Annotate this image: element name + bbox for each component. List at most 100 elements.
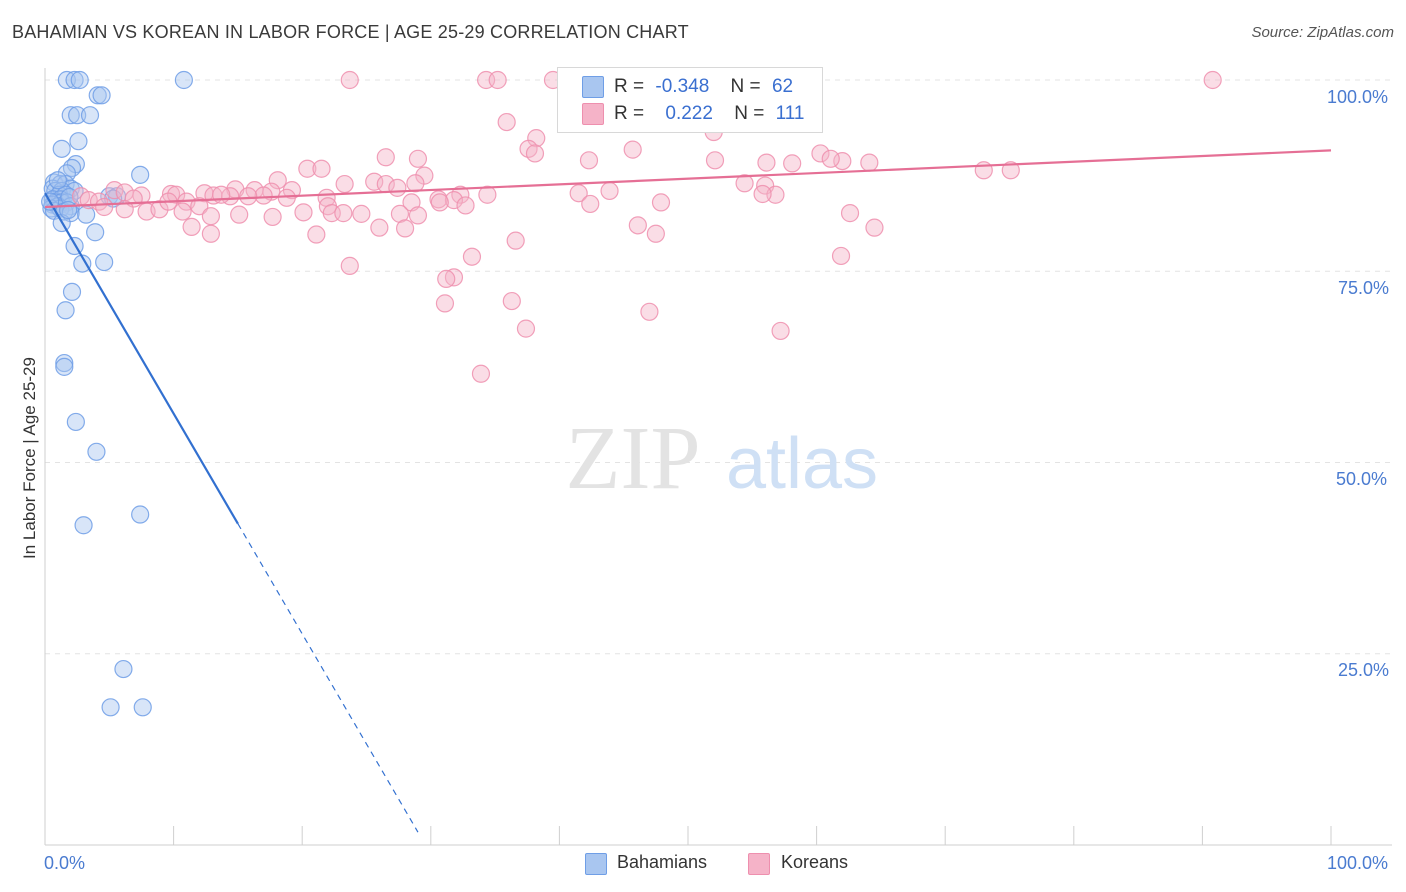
koreans-point bbox=[865, 218, 884, 237]
bahamians-point bbox=[92, 86, 111, 105]
koreans-point bbox=[182, 217, 201, 236]
n-label: N = bbox=[730, 76, 761, 97]
bahamians-point bbox=[61, 106, 80, 125]
legend-row-bahamians: R = -0.348 N = 62 bbox=[614, 76, 793, 98]
koreans-point bbox=[268, 171, 287, 190]
koreans-point bbox=[406, 174, 425, 193]
koreans-point bbox=[167, 185, 186, 204]
bahamians-point bbox=[56, 301, 75, 320]
bahamians-point bbox=[65, 70, 84, 90]
koreans-point bbox=[519, 139, 538, 158]
koreans-point bbox=[429, 190, 448, 209]
bahamians-trend-extension bbox=[237, 523, 419, 833]
koreans-trend-line bbox=[44, 149, 1332, 209]
bahamians-point bbox=[69, 132, 88, 151]
koreans-point bbox=[430, 193, 449, 212]
bahamians-point bbox=[52, 139, 71, 158]
koreans-point bbox=[444, 268, 464, 287]
x-tick-label: 0.0% bbox=[44, 853, 86, 873]
koreans-point bbox=[705, 151, 725, 170]
bahamians-point bbox=[55, 357, 74, 376]
koreans-point bbox=[173, 202, 192, 221]
x-tick-label: 100.0% bbox=[1327, 853, 1389, 873]
bahamians-point bbox=[133, 698, 152, 717]
koreans-point bbox=[239, 187, 258, 206]
koreans-point bbox=[263, 207, 282, 227]
bahamians-point bbox=[61, 204, 80, 223]
koreans-point bbox=[581, 194, 600, 214]
watermark-zip: ZIP bbox=[566, 409, 701, 508]
trend-lines bbox=[44, 149, 1332, 833]
koreans-point bbox=[735, 174, 754, 193]
koreans-point bbox=[230, 205, 249, 224]
koreans-point bbox=[860, 153, 879, 172]
koreans-point bbox=[569, 184, 588, 203]
bahamians-point bbox=[62, 282, 82, 302]
koreans-point bbox=[254, 186, 273, 205]
koreans-point bbox=[640, 302, 659, 321]
koreans-point bbox=[471, 364, 491, 383]
legend-row-koreans: R = 0.222 N = 111 bbox=[614, 103, 805, 125]
koreans-point bbox=[294, 203, 313, 222]
koreans-point bbox=[456, 196, 475, 215]
y-axis-label: In Labor Force | Age 25-29 bbox=[20, 357, 39, 559]
bahamians-point bbox=[66, 412, 85, 432]
koreans-point bbox=[435, 294, 455, 313]
legend-swatch-koreans bbox=[582, 103, 604, 125]
koreans-point bbox=[298, 159, 317, 178]
koreans-point bbox=[340, 256, 359, 275]
koreans-point bbox=[201, 224, 220, 243]
koreans-point bbox=[408, 206, 428, 225]
y-tick-label: 50.0% bbox=[1336, 469, 1388, 489]
r-label: R = bbox=[614, 76, 645, 97]
koreans-point bbox=[506, 231, 525, 250]
axes bbox=[44, 68, 1392, 846]
data-points bbox=[41, 70, 1222, 717]
koreans-point bbox=[221, 187, 240, 206]
koreans-point bbox=[579, 151, 599, 170]
bahamians-point bbox=[131, 505, 150, 524]
koreans-point bbox=[201, 207, 220, 226]
koreans-point bbox=[212, 185, 231, 204]
koreans-point bbox=[757, 153, 776, 172]
koreans-point bbox=[600, 181, 619, 201]
koreans-point bbox=[408, 149, 428, 168]
bahamians-point bbox=[174, 70, 193, 90]
bahamians-point bbox=[48, 171, 67, 190]
koreans-point bbox=[395, 219, 415, 238]
koreans-point bbox=[651, 193, 671, 212]
koreans-point bbox=[190, 197, 209, 216]
koreans-point bbox=[312, 159, 331, 178]
bottom-legend-swatch-koreans bbox=[748, 853, 770, 875]
koreans-point bbox=[502, 291, 521, 311]
bahamians-point bbox=[95, 252, 114, 272]
bahamians-point bbox=[74, 516, 93, 535]
koreans-point bbox=[335, 174, 354, 194]
koreans-point bbox=[334, 204, 353, 223]
bahamians-point bbox=[57, 70, 76, 90]
watermark-atlas: atlas bbox=[726, 424, 878, 504]
koreans-point bbox=[478, 185, 497, 204]
bahamians-point bbox=[68, 106, 87, 125]
bahamians-point bbox=[62, 158, 82, 178]
bahamians-point bbox=[55, 353, 74, 373]
bahamians-trend-line bbox=[44, 192, 239, 525]
bahamians-point bbox=[59, 200, 78, 220]
y-tick-label: 100.0% bbox=[1327, 87, 1389, 107]
bahamians-point bbox=[70, 70, 89, 90]
koreans-point bbox=[646, 224, 665, 243]
koreans-point bbox=[365, 172, 384, 191]
koreans-point bbox=[352, 204, 371, 223]
bahamians-point bbox=[80, 106, 100, 125]
bahamians-point bbox=[87, 442, 106, 461]
bahamians-point bbox=[86, 223, 105, 242]
koreans-point bbox=[340, 70, 359, 90]
koreans-point bbox=[462, 247, 482, 266]
bahamians-point bbox=[88, 86, 107, 105]
bottom-legend-koreans: Koreans bbox=[781, 852, 849, 872]
bahamians-point bbox=[101, 698, 120, 717]
koreans-point bbox=[525, 144, 545, 163]
koreans-point bbox=[1001, 161, 1020, 180]
koreans-point bbox=[628, 216, 647, 235]
